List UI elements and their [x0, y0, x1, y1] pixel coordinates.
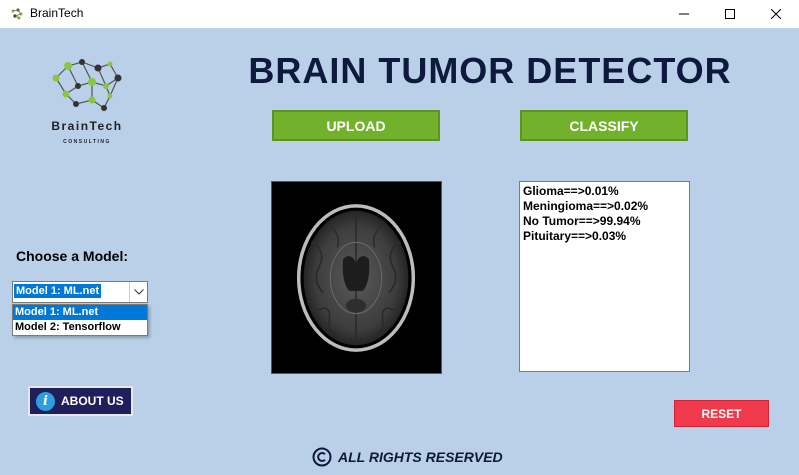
maximize-button[interactable]	[707, 0, 753, 28]
brain-network-icon	[52, 59, 122, 111]
minimize-button[interactable]	[661, 0, 707, 28]
footer: ALL RIGHTS RESERVED	[312, 446, 503, 468]
about-us-label: ABOUT US	[61, 394, 124, 408]
model-select-value: Model 1: ML.net	[14, 284, 102, 298]
result-pituitary: Pituitary==>0.03%	[523, 229, 627, 243]
page-title: BRAIN TUMOR DETECTOR	[248, 50, 732, 91]
info-icon: i	[36, 391, 55, 411]
chevron-down-icon	[133, 289, 144, 295]
window-title: BrainTech	[30, 6, 84, 20]
title-bar: BrainTech	[0, 0, 799, 28]
classify-button[interactable]: CLASSIFY	[520, 110, 688, 141]
minimize-icon	[679, 13, 689, 15]
close-button[interactable]	[753, 0, 799, 28]
model-option-tensorflow[interactable]: Model 2: Tensorflow	[15, 321, 121, 333]
logo-subtitle: CONSULTING	[63, 139, 111, 145]
result-no-tumor: No Tumor==>99.94%	[523, 214, 641, 228]
model-dropdown-list: Model 1: ML.net Model 2: Tensorflow	[12, 304, 148, 336]
model-select[interactable]: Model 1: ML.net	[12, 281, 148, 303]
result-glioma: Glioma==>0.01%	[523, 184, 619, 198]
close-icon	[771, 9, 781, 19]
footer-text: ALL RIGHTS RESERVED	[338, 449, 503, 465]
results-textbox[interactable]: Glioma==>0.01% Meningioma==>0.02% No Tum…	[519, 181, 690, 372]
choose-model-label: Choose a Model:	[16, 248, 129, 264]
maximize-icon	[725, 9, 735, 19]
brain-scan-graphic	[272, 182, 441, 373]
app-icon	[11, 8, 23, 20]
result-meningioma: Meningioma==>0.02%	[523, 199, 649, 213]
upload-button[interactable]: UPLOAD	[272, 110, 440, 141]
copyright-icon	[312, 447, 332, 467]
model-option-mlnet[interactable]: Model 1: ML.net	[13, 305, 147, 320]
about-us-button[interactable]: i ABOUT US	[28, 386, 133, 416]
mri-image	[271, 181, 442, 374]
select-arrow-button[interactable]	[129, 282, 147, 302]
reset-button[interactable]: RESET	[674, 400, 769, 427]
logo-name: BrainTech	[51, 119, 123, 133]
